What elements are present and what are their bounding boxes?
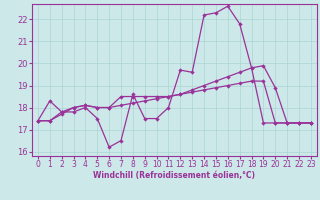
X-axis label: Windchill (Refroidissement éolien,°C): Windchill (Refroidissement éolien,°C)	[93, 171, 255, 180]
